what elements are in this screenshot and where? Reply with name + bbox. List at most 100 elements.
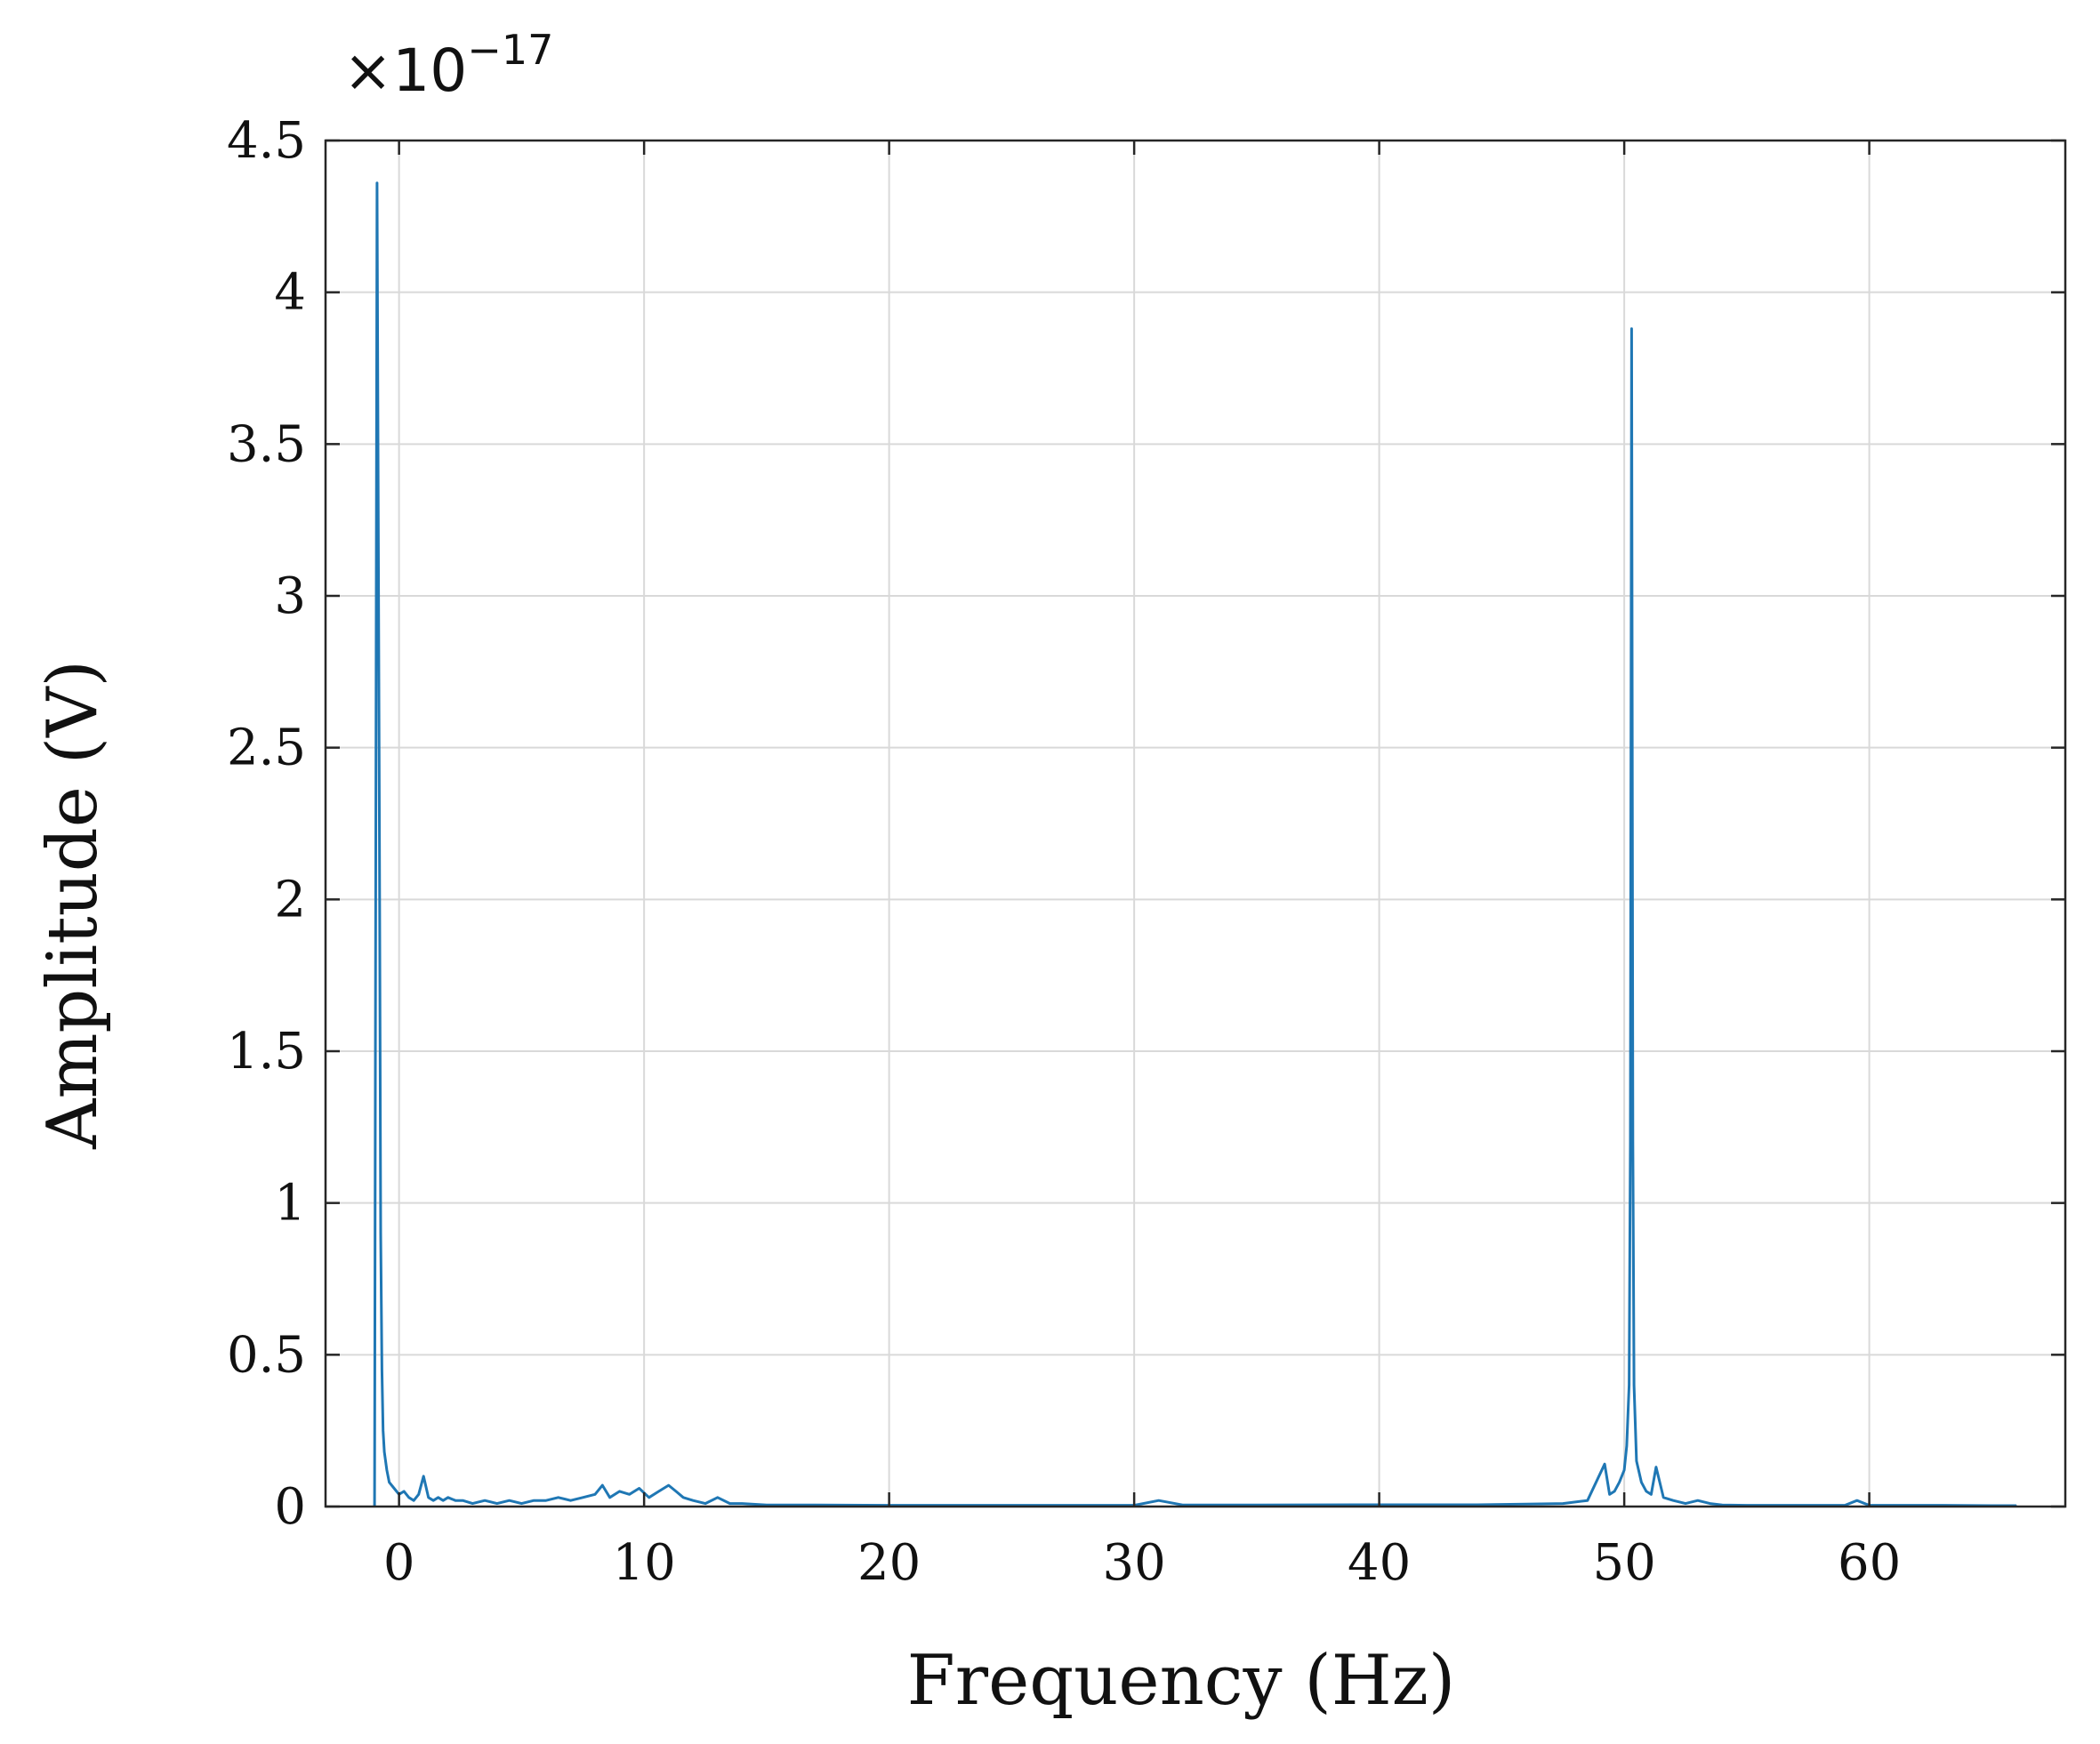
data-point <box>648 1496 650 1499</box>
data-point <box>1613 1491 1615 1492</box>
x-tick-labels: 0 10 20 30 40 50 60 <box>383 1534 1901 1592</box>
y-tick-labels: 0 0.5 1 1.5 2 2.5 3 3.5 4 4.5 <box>227 112 306 1536</box>
data-point <box>1662 1496 1664 1499</box>
data-point <box>1640 1481 1643 1483</box>
data-point <box>618 1491 621 1492</box>
data-point <box>1709 1502 1711 1505</box>
data-point <box>557 1496 559 1499</box>
data-point <box>704 1502 706 1505</box>
x-tick-label: 30 <box>1102 1534 1165 1592</box>
data-point <box>1586 1499 1589 1501</box>
x-tick-label: 60 <box>1838 1534 1901 1592</box>
data-point <box>380 1233 382 1234</box>
data-point <box>766 1504 768 1507</box>
data-point <box>728 1502 731 1505</box>
data-point <box>1650 1493 1653 1496</box>
y-tick-label: 1 <box>274 1175 306 1233</box>
data-point <box>427 1496 430 1499</box>
y-tick-label: 0.5 <box>227 1326 306 1384</box>
data-point <box>638 1487 640 1490</box>
data-point <box>455 1499 456 1501</box>
data-point <box>1182 1504 1185 1507</box>
data-point <box>628 1493 631 1496</box>
y-tick-label: 3 <box>274 567 306 625</box>
plot-frame <box>324 139 2067 1508</box>
series-line <box>373 181 2016 1507</box>
data-point <box>471 1502 474 1505</box>
data-point <box>447 1496 449 1499</box>
data-point <box>1721 1504 1724 1507</box>
x-tick-label: 0 <box>383 1534 415 1592</box>
y-axis-exponent: ×10−17 <box>343 26 553 105</box>
data-point <box>403 1491 405 1492</box>
data-point <box>381 1369 383 1371</box>
data-point <box>386 1469 388 1471</box>
data-point <box>741 1502 744 1505</box>
y-tick-label: 3.5 <box>227 415 306 473</box>
y-exponent-power: −17 <box>467 26 553 74</box>
data-point <box>682 1496 685 1499</box>
data-point <box>393 1487 395 1490</box>
data-point <box>432 1499 435 1501</box>
y-tick-label: 1.5 <box>227 1023 306 1081</box>
y-tick-label: 2.5 <box>227 719 306 777</box>
tick-marks <box>326 139 2065 1508</box>
data-point <box>496 1502 498 1505</box>
data-point <box>608 1496 611 1499</box>
x-tick-label: 40 <box>1348 1534 1411 1592</box>
data-point <box>545 1499 547 1501</box>
data-point <box>1631 1141 1634 1144</box>
data-point <box>657 1491 660 1492</box>
x-axis-title: Frequency (Hz) <box>907 1641 1456 1721</box>
data-point <box>437 1496 439 1499</box>
data-point <box>383 1451 385 1453</box>
data-point <box>1256 1504 1258 1507</box>
data-point <box>1633 1384 1635 1386</box>
data-point <box>601 1484 604 1486</box>
data-point <box>667 1484 670 1486</box>
data-point <box>484 1499 486 1501</box>
x-tick-label: 10 <box>613 1534 676 1592</box>
data-point <box>388 1481 390 1483</box>
y-tick-label: 0 <box>274 1478 306 1536</box>
data-point <box>382 1429 384 1432</box>
data-point <box>1608 1493 1611 1496</box>
y-tick-label: 4.5 <box>227 112 306 170</box>
data-point <box>508 1499 511 1501</box>
data-point <box>378 838 381 840</box>
y-axis-title: Amplitude (V) <box>33 660 113 1150</box>
data-point <box>1562 1502 1565 1505</box>
data-point <box>1636 1460 1637 1462</box>
data-point <box>1672 1499 1675 1501</box>
data-point <box>1157 1499 1160 1501</box>
y-tick-label: 2 <box>274 871 306 928</box>
data-point <box>1696 1499 1699 1501</box>
x-tick-label: 20 <box>857 1534 921 1592</box>
data-point <box>376 181 378 184</box>
data-point <box>582 1496 584 1499</box>
data-point <box>417 1493 420 1496</box>
y-tick-label: 4 <box>274 264 306 322</box>
data-point <box>1525 1503 1527 1506</box>
y-exponent-base: ×10 <box>343 36 467 105</box>
data-point <box>1618 1481 1621 1483</box>
data-point <box>533 1499 535 1501</box>
data-point <box>1645 1491 1647 1492</box>
data-point <box>407 1496 410 1499</box>
series-layer <box>373 181 2017 1507</box>
data-point <box>1629 1141 1631 1144</box>
data-point <box>442 1499 445 1501</box>
data-point <box>692 1499 695 1501</box>
x-tick-label: 50 <box>1592 1534 1655 1592</box>
data-point <box>1685 1502 1686 1505</box>
data-point <box>569 1499 572 1501</box>
data-point <box>716 1496 719 1499</box>
data-point <box>462 1499 464 1501</box>
data-point <box>1476 1504 1478 1506</box>
data-point <box>1623 1469 1625 1471</box>
data-point <box>1856 1499 1858 1501</box>
data-point <box>413 1499 414 1501</box>
data-point <box>422 1475 424 1477</box>
data-point <box>1630 327 1633 330</box>
data-point <box>675 1491 677 1492</box>
